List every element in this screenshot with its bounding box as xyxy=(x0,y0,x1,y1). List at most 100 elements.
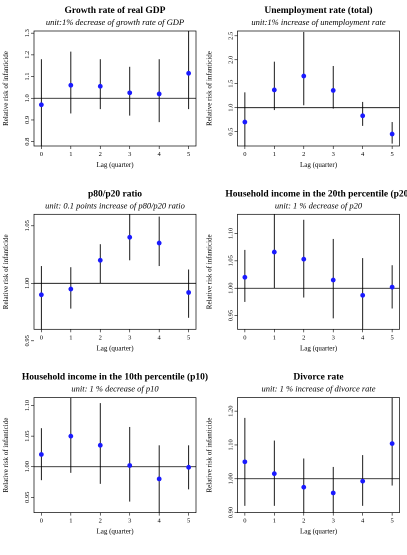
chart-panel-5: Household income in the 10th percentile … xyxy=(2,372,208,536)
x-axis-label: Lag (quarter) xyxy=(300,528,338,536)
data-point xyxy=(39,292,44,297)
chart-subtitle: unit: 0.1 points increase of p80/p20 rat… xyxy=(45,200,185,210)
x-axis-label: Lag (quarter) xyxy=(96,528,134,536)
x-tick-label: 3 xyxy=(128,151,131,158)
data-point xyxy=(331,278,336,283)
y-axis-label: Relative risk of infanticide xyxy=(2,234,10,309)
x-tick-label: 1 xyxy=(69,151,72,158)
data-point xyxy=(242,120,247,125)
y-axis-label: Relative risk of infanticide xyxy=(206,418,214,493)
x-tick-label: 5 xyxy=(187,334,190,341)
y-tick-label: 1.0 xyxy=(24,94,31,102)
x-tick-label: 5 xyxy=(391,334,394,341)
data-point xyxy=(98,443,103,448)
x-tick-label: 5 xyxy=(391,518,394,525)
y-tick-label: 1.10 xyxy=(228,228,235,239)
plot-frame xyxy=(238,214,400,329)
x-tick-label: 1 xyxy=(69,518,72,525)
x-axis-label: Lag (quarter) xyxy=(300,344,338,352)
x-tick-label: 5 xyxy=(391,151,394,158)
chart-panel-4: Household income in the 20th percentile … xyxy=(206,188,407,352)
chart-title: Growth rate of real GDP xyxy=(65,6,166,16)
y-tick-label: 1.20 xyxy=(228,405,235,416)
y-tick-label: 2.0 xyxy=(228,56,235,64)
x-tick-label: 5 xyxy=(187,518,190,525)
data-point xyxy=(272,471,277,476)
y-tick-label: 0.5 xyxy=(228,128,235,136)
x-tick-label: 2 xyxy=(302,334,305,341)
data-point xyxy=(127,90,132,95)
x-tick-label: 3 xyxy=(128,334,131,341)
x-tick-label: 0 xyxy=(243,151,246,158)
y-axis-label: Relative risk of infanticide xyxy=(2,51,10,126)
y-tick-label: 1.00 xyxy=(24,461,31,472)
y-tick-label: 0.95 xyxy=(24,335,31,346)
y-axis-label: Relative risk of infanticide xyxy=(206,234,214,309)
x-tick-label: 0 xyxy=(40,151,43,158)
x-tick-label: 2 xyxy=(99,334,102,341)
plot-frame xyxy=(34,398,196,513)
data-point xyxy=(301,485,306,490)
x-tick-label: 1 xyxy=(273,518,276,525)
data-point xyxy=(360,113,365,118)
y-tick-label: 1.5 xyxy=(228,80,235,88)
chart-title: Divorce rate xyxy=(293,373,343,383)
data-point xyxy=(360,293,365,298)
chart-subtitle: unit: 1 % increase of divorce rate xyxy=(261,384,375,394)
data-point xyxy=(331,491,336,496)
x-tick-label: 4 xyxy=(361,334,365,341)
y-tick-label: 0.90 xyxy=(228,507,235,518)
y-tick-label: 1.05 xyxy=(24,220,31,231)
chart-subtitle: unit:1% increase of unemployment rate xyxy=(251,17,385,27)
x-tick-label: 1 xyxy=(273,151,276,158)
data-point xyxy=(68,83,73,88)
y-axis-label: Relative risk of infanticide xyxy=(2,418,10,493)
x-tick-label: 2 xyxy=(99,518,102,525)
x-tick-label: 2 xyxy=(302,151,305,158)
y-tick-label: 1.2 xyxy=(24,51,31,59)
data-point xyxy=(390,132,395,137)
data-point xyxy=(98,84,103,89)
x-axis-label: Lag (quarter) xyxy=(96,344,134,352)
chart-title: Unemployment rate (total) xyxy=(264,5,372,16)
data-point xyxy=(186,465,191,470)
x-tick-label: 1 xyxy=(69,334,72,341)
x-tick-label: 4 xyxy=(361,518,365,525)
data-point xyxy=(242,275,247,280)
data-point xyxy=(186,290,191,295)
x-tick-label: 4 xyxy=(158,334,162,341)
y-tick-label: 1.3 xyxy=(24,29,31,37)
y-tick-label: 1.10 xyxy=(24,400,31,411)
plot-frame xyxy=(34,31,196,146)
data-point xyxy=(272,250,277,255)
x-axis-label: Lag (quarter) xyxy=(300,161,338,169)
chart-panel-2: Unemployment rate (total)unit:1% increas… xyxy=(206,5,400,169)
x-tick-label: 4 xyxy=(158,151,162,158)
y-tick-label: 0.8 xyxy=(24,138,31,146)
x-tick-label: 0 xyxy=(40,334,43,341)
x-axis-label: Lag (quarter) xyxy=(96,161,134,169)
data-point xyxy=(127,463,132,468)
x-tick-label: 0 xyxy=(243,334,246,341)
y-tick-label: 1.00 xyxy=(24,278,31,289)
data-point xyxy=(39,102,44,107)
y-tick-label: 0.9 xyxy=(24,116,31,124)
x-tick-label: 4 xyxy=(361,151,365,158)
data-point xyxy=(157,241,162,246)
data-point xyxy=(127,235,132,240)
y-tick-label: 0.95 xyxy=(24,492,31,503)
data-point xyxy=(390,441,395,446)
y-tick-label: 1.1 xyxy=(24,73,31,81)
data-point xyxy=(157,92,162,97)
x-tick-label: 4 xyxy=(158,518,162,525)
data-point xyxy=(98,258,103,263)
plot-frame xyxy=(238,31,400,146)
data-point xyxy=(301,257,306,262)
x-tick-label: 3 xyxy=(332,151,335,158)
data-point xyxy=(242,459,247,464)
x-tick-label: 1 xyxy=(273,334,276,341)
